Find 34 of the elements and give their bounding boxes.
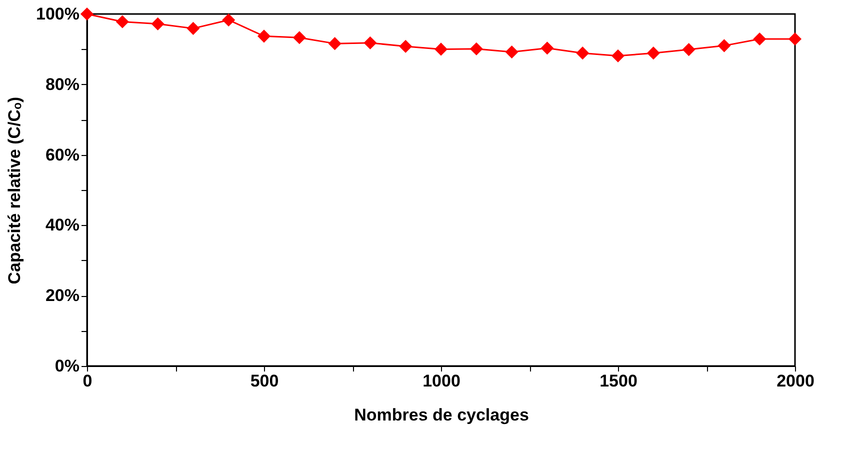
y-tick-label: 40% [45,216,80,235]
point [718,39,731,52]
point [399,40,412,53]
y-tick-label: 100% [36,4,80,24]
point [328,37,342,50]
point [80,7,94,21]
point [186,22,200,35]
x-tick-label: 1500 [600,372,638,390]
x-tick-label: 1000 [422,372,460,390]
x-axis-title: Nombres de cyclages [354,406,529,424]
point [292,31,306,44]
point [682,43,696,56]
point [646,46,660,60]
point [753,32,766,46]
point [434,42,448,56]
point [576,46,590,60]
point [505,45,518,59]
point [611,49,625,62]
x-tick-label: 0 [82,372,92,390]
point [364,36,377,50]
y-tick-label: 60% [45,145,80,164]
point [470,42,483,56]
y-tick-label: 0% [54,356,80,376]
y-axis-title: Capacité relative (C/Cₒ) [5,96,24,284]
y-tick-label: 80% [45,74,80,94]
x-tick-label: 500 [250,372,279,390]
point [151,17,164,30]
x-tick-label: 2000 [776,372,814,390]
point [222,13,236,27]
y-tick-label: 20% [45,286,80,306]
point [540,42,554,55]
point [116,15,129,28]
point [788,32,802,46]
point [257,30,271,43]
